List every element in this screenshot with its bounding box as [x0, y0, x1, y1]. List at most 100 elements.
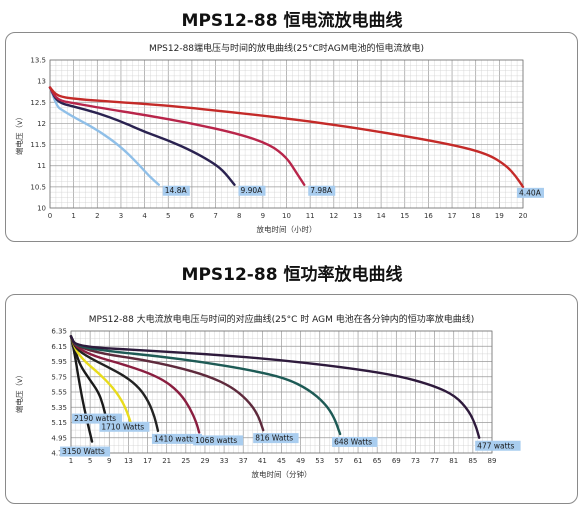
x-tick-label: 17 — [143, 457, 152, 465]
chart-panel-constant-power: MPS12-88 大电流放电电压与时间的对应曲线(25°C 时 AGM 电池在各… — [5, 294, 578, 504]
y-tick-label: 10.5 — [30, 183, 46, 191]
x-tick-label: 45 — [277, 457, 286, 465]
series-label-box — [332, 436, 378, 447]
x-tick-label: 1 — [71, 212, 75, 220]
x-tick-label: 81 — [449, 457, 458, 465]
y-tick-label: 13 — [37, 78, 46, 86]
x-tick-label: 33 — [220, 457, 229, 465]
x-tick-label: 20 — [519, 212, 528, 220]
y-tick-label: 11.5 — [30, 141, 46, 149]
y-tick-label: 5.55 — [51, 389, 67, 397]
x-tick-label: 8 — [237, 212, 241, 220]
x-tick-label: 13 — [124, 457, 133, 465]
series-line-648-watts — [69, 335, 342, 436]
x-tick-label: 85 — [468, 457, 477, 465]
x-tick-label: 10 — [282, 212, 291, 220]
series-label-box — [60, 446, 111, 457]
x-tick-label: 37 — [239, 457, 248, 465]
y-axis-label: 端电压（v） — [14, 113, 24, 155]
x-tick-label: 16 — [424, 212, 433, 220]
y-tick-label: 5.15 — [51, 419, 67, 427]
y-tick-label: 6.15 — [51, 343, 67, 351]
series-line-477-watts — [69, 335, 481, 439]
x-tick-label: 25 — [181, 457, 190, 465]
series-label-box — [308, 185, 336, 196]
x-tick-label: 19 — [495, 212, 504, 220]
series-line-7-98a — [48, 86, 306, 186]
x-tick-label: 53 — [315, 457, 324, 465]
x-tick-label: 89 — [488, 457, 497, 465]
series-label: 9.90A — [240, 186, 263, 195]
chart-panel-constant-current: MPS12-88端电压与时间的放电曲线(25°C时AGM电池的恒电流放电) 0 1 2… — [5, 32, 578, 242]
constant-current-chart: MPS12-88端电压与时间的放电曲线(25°C时AGM电池的恒电流放电)0 1 2… — [14, 42, 544, 234]
x-tick-label: 65 — [373, 457, 382, 465]
x-tick-label: 3 — [119, 212, 123, 220]
chart-title: MPS12-88 大电流放电电压与时间的对应曲线(25°C 时 AGM 电池在各… — [89, 313, 475, 325]
y-tick-label: 10 — [37, 205, 46, 213]
x-tick-label: 12 — [329, 212, 338, 220]
y-axis-label: 端电压（v） — [14, 371, 24, 413]
series-label-box — [162, 185, 190, 196]
x-tick-label: 2 — [95, 212, 99, 220]
series-label-box — [193, 435, 244, 446]
series-label-box — [253, 433, 299, 444]
series-label: 14.8A — [165, 186, 188, 195]
series-label-box — [517, 187, 544, 198]
x-tick-label: 57 — [334, 457, 343, 465]
x-tick-label: 5 — [88, 457, 92, 465]
x-tick-label: 61 — [354, 457, 363, 465]
x-tick-label: 6 — [190, 212, 195, 220]
x-tick-label: 1 — [69, 457, 73, 465]
series-label: 7.98A — [310, 186, 333, 195]
x-tick-label: 49 — [296, 457, 305, 465]
series-line-1068-watts — [69, 335, 201, 434]
series-line-4-40a — [48, 86, 525, 189]
constant-power-chart: MPS12-88 大电流放电电压与时间的对应曲线(25°C 时 AGM 电池在各… — [14, 313, 521, 479]
series-line-9-90a — [48, 86, 236, 186]
x-tick-label: 21 — [162, 457, 171, 465]
series-label: 1068 watts — [195, 436, 237, 445]
series-label: 816 Watts — [255, 434, 293, 443]
x-tick-label: 77 — [430, 457, 439, 465]
x-tick-label: 7 — [213, 212, 217, 220]
x-tick-label: 14 — [377, 212, 386, 220]
x-tick-label: 69 — [392, 457, 401, 465]
y-tick-label: 4.95 — [51, 434, 67, 442]
page-title-constant-power: MPS12-88 恒功率放电曲线 — [181, 265, 403, 285]
y-tick-label: 5.75 — [51, 373, 67, 381]
y-tick-label: 5.95 — [51, 358, 67, 366]
series-label: 648 Watts — [334, 437, 372, 446]
chart-title: MPS12-88端电压与时间的放电曲线(25°C时AGM电池的恒电流放电) — [149, 42, 424, 54]
x-tick-label: 5 — [166, 212, 170, 220]
y-tick-label: 6.35 — [51, 328, 67, 336]
series-label-box — [151, 433, 202, 444]
x-tick-label: 17 — [448, 212, 457, 220]
page-title-constant-current: MPS12-88 恒电流放电曲线 — [181, 11, 403, 31]
series-label-box — [99, 421, 150, 432]
x-tick-label: 4 — [142, 212, 147, 220]
series-label-box — [238, 185, 266, 196]
x-tick-label: 29 — [200, 457, 209, 465]
y-tick-label: 12.5 — [30, 99, 46, 107]
series-label: 4.40A — [519, 188, 542, 197]
grid — [49, 59, 524, 209]
x-tick-label: 18 — [471, 212, 480, 220]
y-tick-label: 11 — [37, 162, 46, 170]
y-tick-label: 5.35 — [51, 404, 67, 412]
series-label: 2190 watts — [74, 414, 116, 423]
series-label-box — [475, 440, 521, 451]
x-tick-label: 9 — [107, 457, 111, 465]
y-tick-label: 13.5 — [30, 57, 46, 65]
y-tick-label: 4.75 — [51, 450, 67, 458]
x-tick-label: 73 — [411, 457, 420, 465]
x-tick-label: 41 — [258, 457, 267, 465]
x-tick-label: 0 — [48, 212, 52, 220]
series-label: 1410 watts — [154, 434, 196, 443]
x-tick-label: 11 — [306, 212, 315, 220]
x-axis-label: 放电时间（分钟） — [252, 469, 312, 479]
y-tick-label: 12 — [37, 120, 46, 128]
series-label-box — [72, 413, 123, 424]
x-axis-label: 放电时间（小时） — [257, 224, 317, 234]
series-line-14-8a — [48, 86, 160, 186]
x-tick-label: 15 — [400, 212, 409, 220]
